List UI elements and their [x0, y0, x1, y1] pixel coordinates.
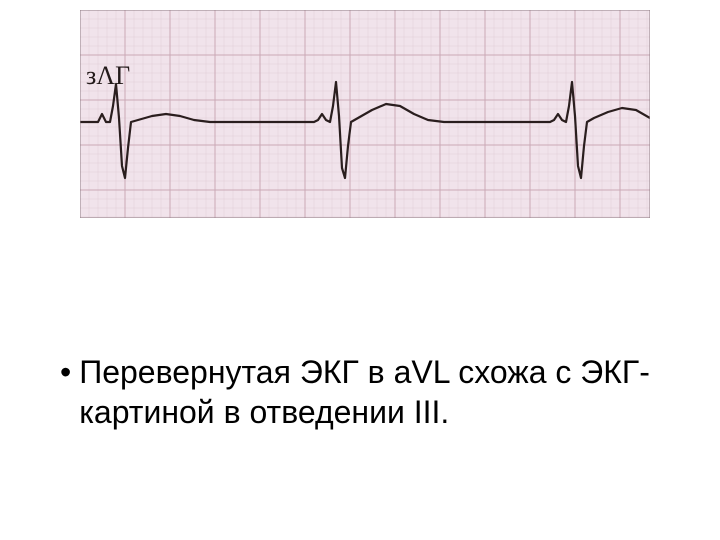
slide: зΛГ • Перевернутая ЭКГ в aVL схожа с ЭКГ… — [0, 0, 720, 540]
bullet-item: • Перевернутая ЭКГ в aVL схожа с ЭКГ-кар… — [60, 352, 660, 432]
bullet-marker: • — [60, 352, 71, 392]
ecg-svg: зΛГ — [80, 10, 650, 218]
ecg-strip: зΛГ — [80, 10, 650, 218]
bullet-text: Перевернутая ЭКГ в aVL схожа с ЭКГ-карти… — [79, 352, 660, 432]
svg-text:зΛГ: зΛГ — [86, 61, 130, 90]
bullet-list: • Перевернутая ЭКГ в aVL схожа с ЭКГ-кар… — [60, 352, 660, 432]
